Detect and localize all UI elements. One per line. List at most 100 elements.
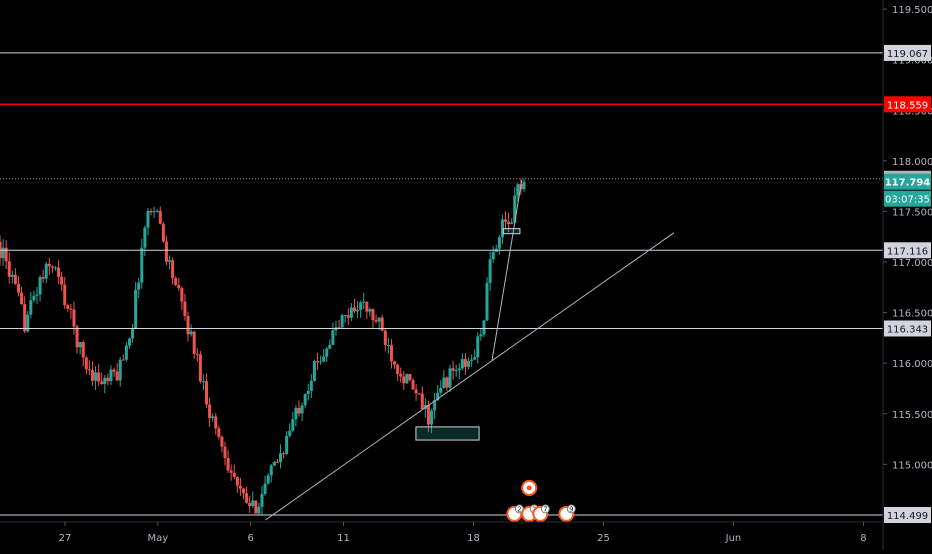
candle-body	[386, 344, 390, 346]
candle-body	[266, 475, 270, 484]
candle-body	[78, 342, 82, 348]
price-level-tag-label: 114.499	[887, 511, 928, 522]
candle-body	[513, 195, 517, 223]
time-tick-label: 6	[247, 533, 253, 544]
trendline[interactable]	[491, 179, 523, 361]
price-tick-label: 115.000	[892, 460, 932, 471]
candle-body	[476, 336, 480, 358]
zone-rectangle[interactable]	[415, 426, 480, 441]
candle-body	[4, 247, 8, 262]
candle-body	[482, 320, 486, 335]
candle-body	[161, 223, 165, 242]
candle-body	[143, 227, 147, 248]
zone-rectangle[interactable]	[502, 228, 521, 235]
candle-body	[522, 181, 526, 190]
candle-body	[201, 381, 205, 383]
candle-body	[69, 308, 73, 310]
candle-body	[411, 380, 415, 390]
candle-body	[41, 277, 45, 279]
candle-body	[325, 348, 329, 357]
candle-body	[208, 404, 212, 419]
trendline[interactable]	[265, 232, 675, 521]
candle-body	[164, 241, 168, 262]
price-tick-label: 117.000	[892, 258, 932, 269]
price-axis-panel[interactable]	[883, 0, 932, 550]
candle-body	[470, 359, 474, 361]
candle-body	[322, 356, 326, 362]
time-tick-label: Jun	[725, 533, 742, 544]
candle-body	[254, 500, 258, 514]
candle-body	[430, 410, 434, 425]
candle-body	[417, 393, 421, 395]
candle-body	[140, 247, 144, 283]
price-tick-label: 117.500	[892, 207, 932, 218]
candle-body	[131, 328, 135, 339]
event-marker-count: 9	[569, 505, 573, 513]
candle-body	[507, 221, 511, 225]
candle-body	[405, 373, 409, 384]
candle-body	[13, 274, 17, 284]
time-axis[interactable]: 27 May 6 11 18 25 Jun 8	[0, 521, 883, 544]
candle-body	[309, 380, 313, 391]
candle-body	[146, 210, 150, 228]
candle-body	[149, 210, 153, 213]
candle-body	[399, 373, 403, 377]
candle-body	[235, 476, 239, 486]
candle-body	[380, 317, 384, 331]
candle-body	[414, 389, 418, 394]
candle-body	[467, 360, 471, 367]
candle-body	[35, 294, 39, 296]
candle-body	[127, 338, 131, 346]
price-axis[interactable]: 115.000 115.500 116.000 116.500 117.000 117.5…	[882, 0, 932, 550]
candle-body	[47, 263, 51, 267]
candle-body	[275, 461, 279, 463]
candle-body	[488, 259, 492, 283]
candle-body	[50, 266, 54, 268]
candle-body	[445, 377, 449, 388]
candle-body	[340, 315, 344, 328]
candle-body	[497, 237, 501, 249]
candle-body	[510, 222, 514, 225]
price-level-tag-label: 119.067	[887, 49, 928, 60]
candle-body	[124, 345, 128, 360]
candle-body	[396, 364, 400, 374]
event-marker-dot	[526, 485, 532, 491]
price-level-tag	[884, 96, 931, 113]
candle-body	[75, 326, 79, 348]
candle-body	[306, 390, 310, 395]
candle-body	[66, 305, 70, 309]
candle-body	[38, 277, 42, 295]
candle-body	[100, 381, 104, 385]
candle-body	[63, 284, 67, 306]
candle-body	[371, 309, 375, 321]
candle-body	[90, 370, 94, 381]
candle-body	[368, 309, 372, 312]
candle-body	[337, 327, 341, 329]
candle-body	[343, 315, 347, 317]
time-tick-label: May	[147, 533, 168, 544]
candle-body	[214, 416, 218, 429]
candle-body	[454, 370, 458, 372]
candle-body	[186, 315, 190, 335]
candle-body	[198, 354, 202, 382]
candle-body	[220, 436, 224, 447]
candle-body	[229, 470, 233, 473]
candle-body	[451, 368, 455, 371]
candle-body	[1, 247, 5, 259]
candle-body	[374, 320, 378, 322]
candle-body	[195, 353, 199, 355]
candle-body	[97, 372, 101, 382]
candle-body	[121, 359, 125, 361]
candle-body	[87, 369, 91, 371]
candle-body	[272, 461, 276, 466]
candle-body	[463, 359, 467, 367]
candle-body	[420, 393, 424, 410]
candle-body	[26, 314, 30, 332]
event-marker-count-badge	[566, 504, 576, 514]
candle-body	[439, 388, 443, 393]
price-level-tag-label: 116.343	[887, 324, 928, 335]
countdown-tag	[884, 190, 931, 207]
current-price-tag	[884, 173, 931, 190]
